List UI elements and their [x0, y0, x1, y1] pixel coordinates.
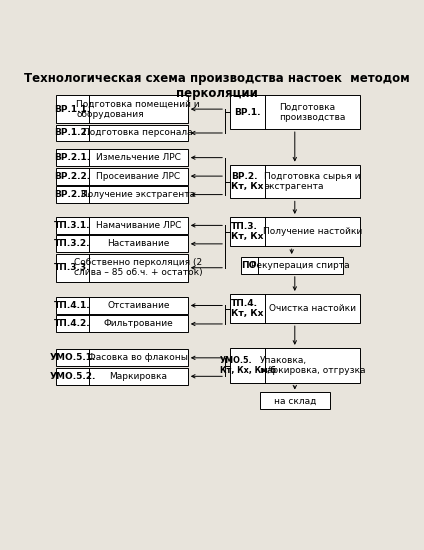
Text: Подготовка сырья и
экстрагента: Подготовка сырья и экстрагента — [265, 172, 361, 191]
Text: Технологическая схема производства настоек  методом
перколяции: Технологическая схема производства насто… — [25, 72, 410, 100]
Text: Получение экстрагента: Получение экстрагента — [81, 190, 195, 199]
Text: Упаковка,
маркировка, отгрузка: Упаковка, маркировка, отгрузка — [260, 356, 365, 375]
Text: ВР.2.1.: ВР.2.1. — [54, 153, 90, 162]
Text: Подготовка
производства: Подготовка производства — [279, 102, 346, 122]
Bar — [230, 294, 360, 323]
Text: ТП.3.
Кт, Кх: ТП.3. Кт, Кх — [232, 222, 264, 241]
Text: УМО.5.
Кт, Кх, Км/б: УМО.5. Кт, Кх, Км/б — [220, 356, 276, 375]
Text: на склад: на склад — [273, 397, 316, 405]
Bar — [230, 95, 360, 129]
Text: Намачивание ЛРС: Намачивание ЛРС — [95, 221, 181, 230]
Text: УМО.5.1.: УМО.5.1. — [49, 353, 95, 362]
Bar — [240, 257, 343, 274]
Text: ТП.3.1.: ТП.3.1. — [54, 221, 91, 230]
Bar — [56, 124, 188, 141]
Text: Просеивание ЛРС: Просеивание ЛРС — [96, 172, 180, 180]
Bar — [230, 217, 360, 246]
Text: ВР.2.3.: ВР.2.3. — [54, 190, 90, 199]
Text: ВР.1.1.: ВР.1.1. — [54, 104, 90, 114]
Bar — [56, 168, 188, 185]
Text: Подготовка помещений и
оборудования: Подготовка помещений и оборудования — [76, 100, 200, 119]
Bar — [230, 164, 360, 199]
Text: Подготовка персонала: Подготовка персонала — [84, 129, 193, 138]
Bar — [56, 149, 188, 166]
Text: Фильтрование: Фильтрование — [103, 320, 173, 328]
Bar — [56, 235, 188, 252]
Text: Фасовка во флаконы: Фасовка во флаконы — [88, 353, 188, 362]
Text: Измельчение ЛРС: Измельчение ЛРС — [96, 153, 181, 162]
Text: ТП.3.2.: ТП.3.2. — [54, 239, 91, 249]
Text: ПО: ПО — [241, 261, 257, 270]
Text: ВР.2.2.: ВР.2.2. — [54, 172, 90, 180]
Text: Отстаивание: Отстаивание — [107, 301, 170, 310]
Bar — [230, 348, 360, 383]
Text: Рекуперация спирта: Рекуперация спирта — [251, 261, 349, 270]
Text: УМО.5.2.: УМО.5.2. — [49, 372, 95, 381]
Text: ТП.4.1.: ТП.4.1. — [54, 301, 91, 310]
Text: ВР.1.: ВР.1. — [234, 108, 261, 117]
Text: ВР.1.2.: ВР.1.2. — [54, 129, 90, 138]
Text: Собственно перколяция (2
слива – 85 об.ч. + остаток): Собственно перколяция (2 слива – 85 об.ч… — [74, 258, 203, 277]
Text: Настаивание: Настаивание — [107, 239, 170, 249]
Text: Маркировка: Маркировка — [109, 372, 167, 381]
Bar — [56, 186, 188, 203]
Text: Получение настойки: Получение настойки — [263, 227, 362, 236]
Text: ТП.4.2.: ТП.4.2. — [54, 320, 91, 328]
Bar — [56, 297, 188, 314]
Text: ВР.2.
Кт, Кх: ВР.2. Кт, Кх — [232, 172, 264, 191]
Bar — [56, 254, 188, 282]
Text: Очистка настойки: Очистка настойки — [269, 304, 356, 313]
Bar — [56, 368, 188, 385]
Bar — [56, 217, 188, 234]
Bar — [260, 393, 330, 409]
Bar — [56, 349, 188, 366]
Bar — [56, 95, 188, 123]
Text: ТП.4.
Кт, Кх: ТП.4. Кт, Кх — [232, 299, 264, 318]
Bar — [56, 316, 188, 332]
Text: ТП.3.3.: ТП.3.3. — [54, 263, 91, 272]
